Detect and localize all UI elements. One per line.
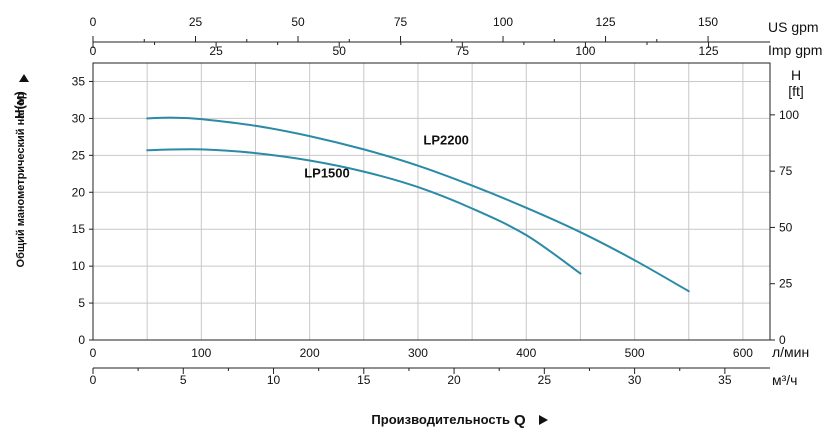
x-axis-arrow-icon (539, 415, 548, 425)
usgpm-tick-label: 75 (394, 15, 408, 29)
y-tick-label: 10 (72, 259, 86, 273)
lpm-tick-label: 300 (408, 346, 428, 360)
y-tick-label: 35 (72, 74, 86, 88)
y-tick-label: 20 (72, 185, 86, 199)
right-axis-unit: [ft] (788, 83, 804, 99)
unit-lpm: л/мин (772, 344, 809, 360)
m3h-tick-label: 25 (538, 373, 552, 387)
impgpm-tick-label: 100 (575, 44, 595, 58)
ft-tick-label: 25 (779, 277, 793, 291)
y-tick-label: 30 (72, 111, 86, 125)
curve-label: LP1500 (304, 165, 350, 180)
usgpm-tick-label: 25 (189, 15, 203, 29)
performance-curves: LP2200 LP1500 (146, 116, 690, 293)
y-tick-label: 15 (72, 222, 86, 236)
y-axis-symbol: H(м) (12, 91, 27, 119)
y-tick-label: 5 (78, 296, 85, 310)
lpm-tick-label: 100 (191, 346, 211, 360)
lpm-tick-label: 200 (300, 346, 320, 360)
usgpm-tick-label: 50 (291, 15, 305, 29)
unit-impgpm: Imp gpm (768, 42, 822, 58)
m3h-tick-label: 30 (628, 373, 642, 387)
x-axis-symbol: Q (514, 412, 526, 429)
impgpm-tick-label: 25 (209, 44, 223, 58)
curve-label: LP2200 (423, 132, 469, 147)
impgpm-tick-label: 0 (90, 44, 97, 58)
y-tick-label: 0 (78, 333, 85, 347)
curve-lp2200 (146, 116, 690, 293)
plot-border (92, 62, 771, 341)
impgpm-tick-label: 75 (456, 44, 470, 58)
lpm-tick-label: 600 (733, 346, 753, 360)
right-axis-title: H (791, 67, 801, 83)
ft-tick-label: 75 (779, 164, 793, 178)
ft-tick-label: 100 (779, 108, 799, 122)
impgpm-tick-label: 125 (699, 44, 719, 58)
m3h-tick-label: 15 (357, 373, 371, 387)
m3h-tick-label: 5 (180, 373, 187, 387)
x-axis-title: Производительность (371, 412, 510, 427)
axis-labels: Общий манометрический напор H(м) H [ft] … (12, 19, 822, 429)
y-tick-label: 25 (72, 148, 86, 162)
usgpm-tick-label: 0 (90, 15, 97, 29)
grid (92, 63, 770, 341)
usgpm-tick-label: 125 (596, 15, 616, 29)
y-axis-arrow-icon (19, 74, 29, 82)
ft-tick-label: 0 (779, 333, 786, 347)
lpm-tick-label: 400 (516, 346, 536, 360)
m3h-tick-label: 0 (90, 373, 97, 387)
lpm-tick-label: 500 (625, 346, 645, 360)
unit-usgpm: US gpm (768, 19, 819, 35)
ft-tick-label: 50 (779, 220, 793, 234)
m3h-tick-label: 10 (267, 373, 281, 387)
m3h-tick-label: 35 (718, 373, 732, 387)
lpm-tick-label: 0 (90, 346, 97, 360)
unit-m3h: м³/ч (772, 372, 797, 388)
y-axis-title: Общий манометрический напор (15, 92, 27, 267)
curve-lp1500 (146, 148, 582, 275)
plot-frame (92, 41, 771, 373)
impgpm-tick-label: 50 (333, 44, 347, 58)
usgpm-tick-label: 100 (493, 15, 513, 29)
m3h-tick-label: 20 (447, 373, 461, 387)
usgpm-tick-label: 150 (698, 15, 718, 29)
